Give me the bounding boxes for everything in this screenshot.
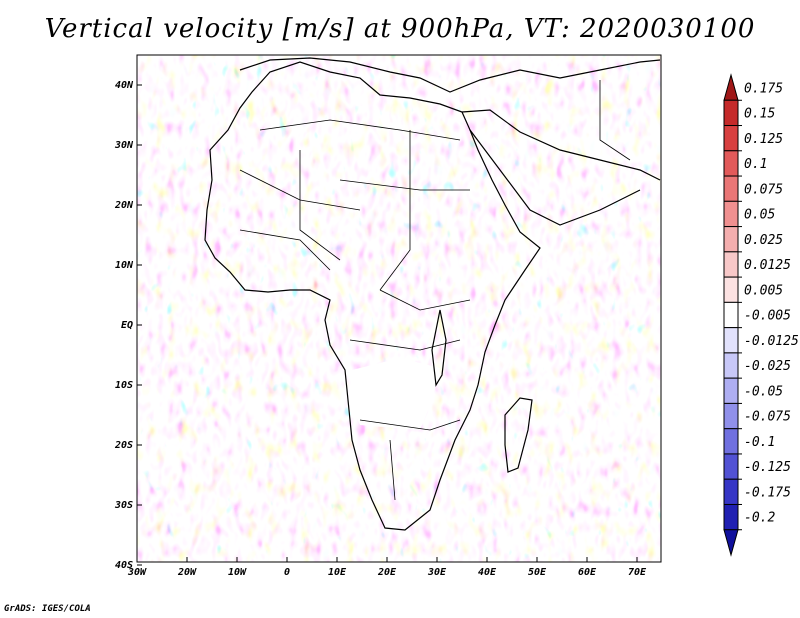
colorbar-swatch: [723, 428, 739, 455]
colorbar-swatch: [723, 503, 739, 531]
lat-tick-label: 40N: [115, 80, 134, 91]
colorbar-top-arrow: [723, 73, 739, 101]
colorbar-swatch: [723, 402, 739, 430]
colorbar-swatch: [723, 251, 739, 278]
colorbar-label: 0.005: [744, 283, 783, 298]
lat-tick-label: 10S: [115, 380, 133, 391]
colorbar-label: -0.125: [744, 460, 791, 475]
lake: [431, 309, 447, 387]
lon-tick-label: 20W: [177, 567, 197, 578]
lat-axis: 40N 30N 20N 10N EQ 10S 20S 30S 40S: [114, 80, 142, 571]
colorbar-label: 0.1: [744, 157, 767, 172]
colorbar-label: -0.05: [744, 384, 783, 399]
colorbar-swatch: [723, 200, 739, 228]
colorbar-label: 0.05: [744, 208, 775, 223]
colorbar-label: 0.025: [744, 233, 783, 248]
madagascar: [504, 397, 533, 473]
colorbar-label: 0.0125: [744, 258, 791, 273]
colorbar-swatch: [723, 150, 739, 177]
colorbar-swatch: [723, 377, 739, 404]
colorbar-swatch: [723, 226, 739, 253]
colorbar-swatch: [723, 125, 739, 152]
colorbar-label: -0.0125: [744, 334, 799, 349]
coastlines: [204, 57, 661, 531]
colorbar-label: -0.025: [744, 359, 791, 374]
lon-tick-label: 0: [284, 567, 290, 578]
lon-tick-label: 50E: [528, 567, 547, 578]
colorbar-label: -0.175: [744, 485, 791, 500]
colorbar-label: -0.005: [744, 309, 791, 324]
colorbar-label: 0.15: [744, 107, 775, 122]
lon-tick-label: 60E: [578, 567, 597, 578]
red-sea: [469, 129, 641, 226]
lat-tick-label: 30N: [114, 140, 134, 151]
lon-tick-label: 10W: [228, 567, 247, 578]
colorbar-label: -0.075: [744, 410, 791, 425]
blank-region: [350, 358, 440, 430]
lat-tick-label: EQ: [121, 320, 133, 331]
colorbar-swatch: [723, 175, 739, 202]
lat-tick-label: 20N: [114, 200, 134, 211]
lat-tick-label: 10N: [115, 260, 134, 271]
velocity-field: [137, 55, 661, 562]
lon-tick-label: 70E: [628, 567, 647, 578]
colorbar-label: 0.175: [744, 81, 783, 96]
colorbar: 0.175 0.15 0.125 0.1 0.075 0.05 0.025 0.0125 0.0…: [723, 73, 799, 557]
colorbar-swatch: [723, 99, 739, 127]
lon-tick-label: 40E: [478, 567, 497, 578]
colorbar-swatch: [723, 352, 739, 379]
lon-tick-label: 30W: [127, 567, 147, 578]
lon-tick-label: 30E: [427, 567, 447, 578]
lat-tick-label: 40S: [115, 560, 133, 571]
colorbar-swatch: [723, 327, 739, 354]
lon-tick-label: 20E: [377, 567, 397, 578]
lat-tick-label: 30S: [114, 500, 133, 511]
lat-tick-label: 20S: [114, 440, 133, 451]
arabia-coast: [461, 109, 661, 181]
credit-text: GrADS: IGES/COLA: [4, 604, 91, 614]
colorbar-swatch: [723, 478, 739, 505]
colorbar-label: 0.125: [744, 132, 783, 147]
colorbar-swatch: [723, 276, 739, 303]
lon-tick-label: 10E: [328, 567, 347, 578]
colorbar-label: -0.1: [744, 435, 775, 450]
colorbar-swatch: [723, 301, 739, 329]
colorbar-label: 0.075: [744, 182, 783, 197]
lon-axis: 30W 20W 10W 0 10E 20E 30E 40E 50E 60E 70E: [127, 557, 647, 578]
map-frame: [136, 54, 662, 563]
borders: [239, 80, 631, 501]
europe-coast: [239, 57, 661, 93]
colorbar-bottom-arrow: [723, 529, 739, 557]
colorbar-swatch: [723, 453, 739, 480]
chart-title: Vertical velocity [m/s] at 900hPa, VT: 2…: [44, 14, 756, 44]
colorbar-label: -0.2: [744, 511, 775, 526]
